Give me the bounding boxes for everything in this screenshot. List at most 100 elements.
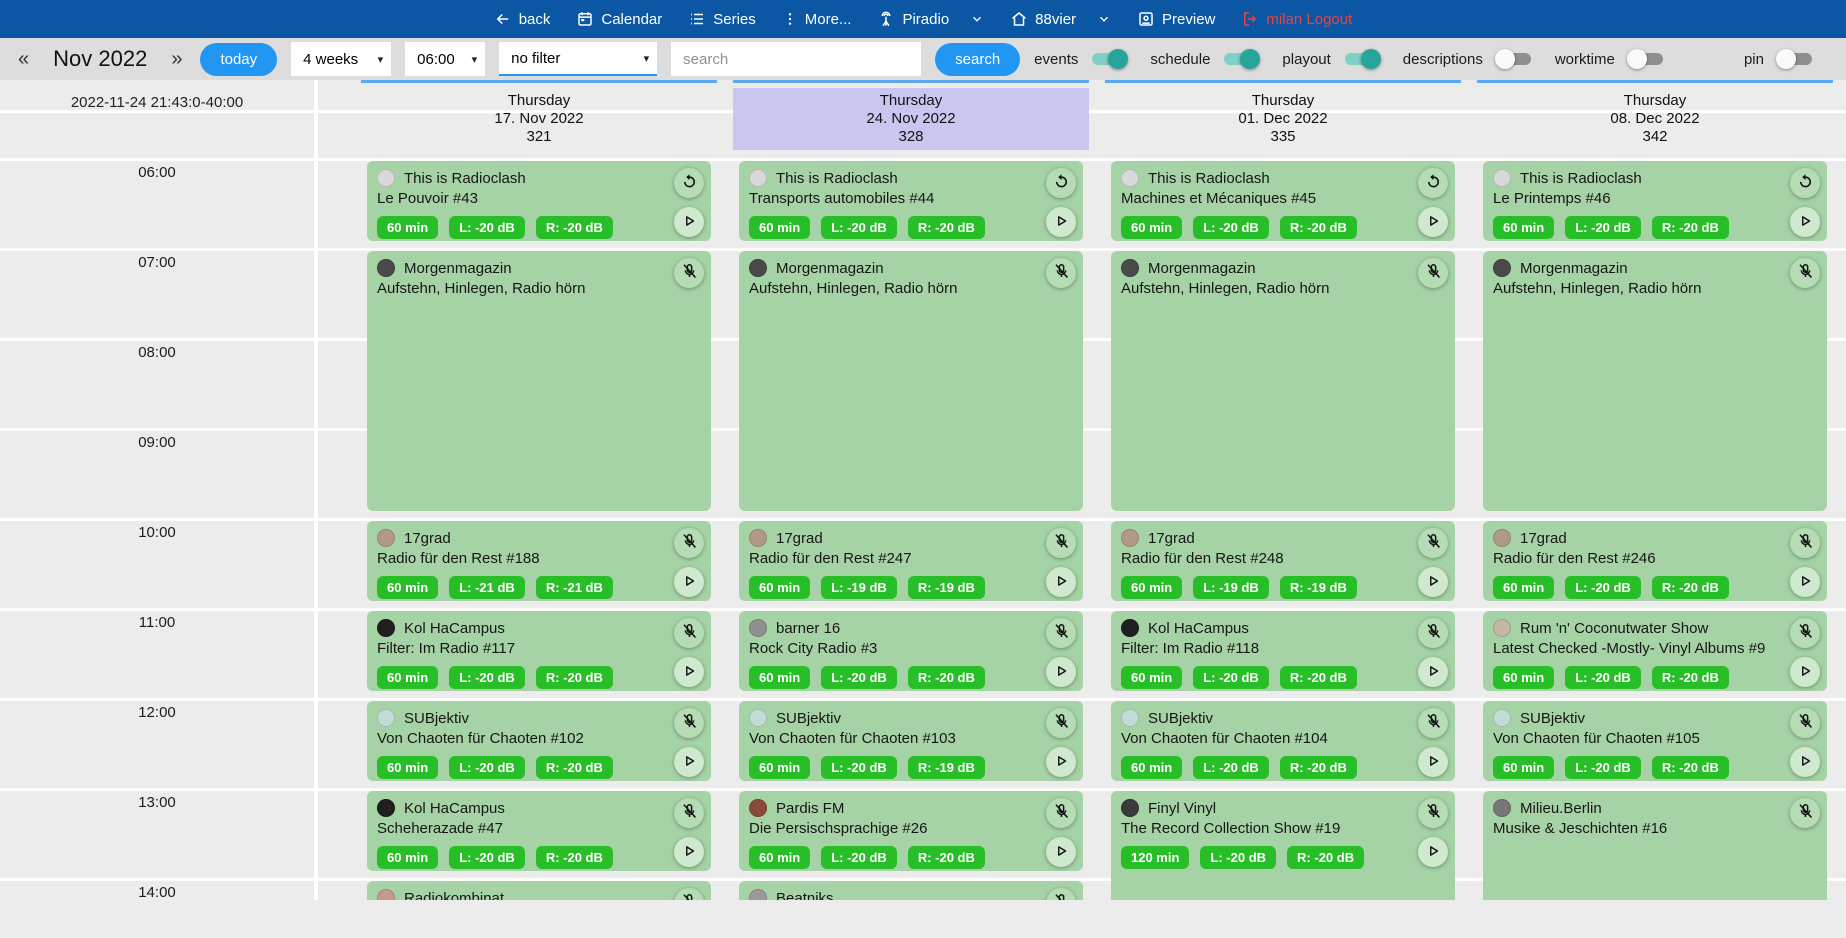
mic-off-button[interactable] — [1418, 798, 1448, 828]
range-select[interactable]: 4 weeks — [291, 42, 392, 76]
event-card[interactable]: Kol HaCampus Filter: Im Radio #118 60 min L… — [1111, 611, 1455, 691]
mic-off-button[interactable] — [1046, 618, 1076, 648]
mic-off-button[interactable] — [674, 708, 704, 738]
event-card[interactable]: SUBjektiv Von Chaoten für Chaoten #105 60 … — [1483, 701, 1827, 781]
mic-off-button[interactable] — [1418, 708, 1448, 738]
play-button[interactable] — [674, 567, 704, 597]
mic-off-button[interactable] — [1046, 798, 1076, 828]
mic-off-button[interactable] — [1790, 618, 1820, 648]
back-button[interactable]: back — [494, 10, 550, 28]
logout-button[interactable]: milan Logout — [1241, 10, 1352, 28]
play-button[interactable] — [1790, 567, 1820, 597]
event-card[interactable]: 17grad Radio für den Rest #248 60 min L: -1… — [1111, 521, 1455, 601]
event-card[interactable]: Radiokombinat — [367, 881, 711, 900]
play-button[interactable] — [1418, 657, 1448, 687]
nav-more[interactable]: More... — [782, 10, 851, 28]
event-card[interactable]: This is Radioclash Le Pouvoir #43 60 min L:… — [367, 161, 711, 241]
replay-button[interactable] — [1046, 168, 1076, 198]
day-header[interactable]: Thursday 01. Dec 2022 335 — [1105, 88, 1461, 150]
nav-series[interactable]: Series — [688, 10, 756, 28]
mic-off-button[interactable] — [1418, 618, 1448, 648]
mic-off-button[interactable] — [1790, 258, 1820, 288]
station-menu-piradio[interactable]: Piradio — [877, 10, 984, 28]
play-button[interactable] — [674, 747, 704, 777]
search-button[interactable]: search — [935, 42, 1021, 76]
event-card[interactable]: Morgenmagazin Aufstehn, Hinlegen, Radio h… — [1483, 251, 1827, 511]
play-button[interactable] — [1418, 747, 1448, 777]
replay-button[interactable] — [1790, 168, 1820, 198]
mic-off-button[interactable] — [674, 888, 704, 900]
event-card[interactable]: SUBjektiv Von Chaoten für Chaoten #104 60 … — [1111, 701, 1455, 781]
play-button[interactable] — [1790, 657, 1820, 687]
mic-off-button[interactable] — [1418, 258, 1448, 288]
mic-off-button[interactable] — [1046, 708, 1076, 738]
preview-button[interactable]: Preview — [1137, 10, 1215, 28]
next-month-button[interactable]: » — [171, 47, 183, 70]
play-button[interactable] — [1046, 657, 1076, 687]
worktime-toggle[interactable] — [1626, 48, 1665, 70]
play-button[interactable] — [1790, 747, 1820, 777]
event-card[interactable]: Morgenmagazin Aufstehn, Hinlegen, Radio h… — [1111, 251, 1455, 511]
filter-select[interactable]: no filter — [499, 41, 658, 75]
play-button[interactable] — [1418, 207, 1448, 237]
playout-toggle[interactable] — [1343, 48, 1381, 70]
event-card[interactable]: Rum 'n' Coconutwater Show Latest Checked … — [1483, 611, 1827, 691]
chevron-down-icon[interactable] — [1097, 12, 1111, 26]
event-card[interactable]: 17grad Radio für den Rest #247 60 min L: -1… — [739, 521, 1083, 601]
event-card[interactable]: This is Radioclash Machines et Mécaniques… — [1111, 161, 1455, 241]
mic-off-button[interactable] — [674, 258, 704, 288]
replay-button[interactable] — [1418, 168, 1448, 198]
event-card[interactable]: Morgenmagazin Aufstehn, Hinlegen, Radio h… — [367, 251, 711, 511]
mic-off-button[interactable] — [1790, 708, 1820, 738]
events-toggle[interactable] — [1090, 48, 1129, 70]
play-button[interactable] — [1046, 747, 1076, 777]
play-button[interactable] — [1046, 207, 1076, 237]
event-card[interactable]: SUBjektiv Von Chaoten für Chaoten #103 60 … — [739, 701, 1083, 781]
play-button[interactable] — [1046, 837, 1076, 867]
pin-toggle[interactable] — [1776, 48, 1814, 70]
event-card[interactable]: Morgenmagazin Aufstehn, Hinlegen, Radio h… — [739, 251, 1083, 511]
play-button[interactable] — [1418, 567, 1448, 597]
event-card[interactable]: Kol HaCampus Filter: Im Radio #117 60 min L… — [367, 611, 711, 691]
today-button[interactable]: today — [200, 42, 278, 76]
event-card[interactable]: Finyl Vinyl The Record Collection Show #1… — [1111, 791, 1455, 900]
mic-off-button[interactable] — [674, 798, 704, 828]
mic-off-button[interactable] — [1046, 258, 1076, 288]
mic-off-button[interactable] — [1046, 528, 1076, 558]
mic-off-button[interactable] — [1046, 888, 1076, 900]
day-header[interactable]: Thursday 08. Dec 2022 342 — [1477, 88, 1833, 150]
event-card[interactable]: Beatniks — [739, 881, 1083, 900]
mic-off-button[interactable] — [674, 618, 704, 648]
play-button[interactable] — [674, 207, 704, 237]
schedule-toggle[interactable] — [1222, 48, 1261, 70]
station-menu-88vier[interactable]: 88vier — [1010, 10, 1111, 28]
event-card[interactable]: 17grad Radio für den Rest #188 60 min L: -2… — [367, 521, 711, 601]
event-card[interactable]: This is Radioclash Transports automobiles… — [739, 161, 1083, 241]
chevron-down-icon[interactable] — [970, 12, 984, 26]
search-input[interactable] — [671, 42, 922, 76]
event-card[interactable]: 17grad Radio für den Rest #246 60 min L: -2… — [1483, 521, 1827, 601]
play-button[interactable] — [674, 657, 704, 687]
play-button[interactable] — [1418, 837, 1448, 867]
mic-off-button[interactable] — [674, 528, 704, 558]
event-card[interactable]: Kol HaCampus Scheherazade #47 60 min L: -20… — [367, 791, 711, 871]
mic-off-button[interactable] — [1418, 528, 1448, 558]
descriptions-toggle[interactable] — [1494, 48, 1533, 70]
play-button[interactable] — [1790, 207, 1820, 237]
event-card[interactable]: SUBjektiv Von Chaoten für Chaoten #102 60 … — [367, 701, 711, 781]
mic-off-button[interactable] — [1790, 528, 1820, 558]
day-header[interactable]: Thursday 17. Nov 2022 321 — [361, 88, 717, 150]
event-card[interactable]: barner 16 Rock City Radio #3 60 min L: -20 … — [739, 611, 1083, 691]
prev-month-button[interactable]: « — [18, 47, 30, 70]
event-card[interactable]: This is Radioclash Le Printemps #46 60 min… — [1483, 161, 1827, 241]
event-title-row: Finyl Vinyl — [1121, 799, 1445, 817]
event-card[interactable]: Milieu.Berlin Musike & Jeschichten #16 — [1483, 791, 1827, 900]
play-button[interactable] — [1046, 567, 1076, 597]
day-header[interactable]: Thursday 24. Nov 2022 328 — [733, 88, 1089, 150]
nav-calendar[interactable]: Calendar — [576, 10, 662, 28]
play-button[interactable] — [674, 837, 704, 867]
event-card[interactable]: Pardis FM Die Persischsprachige #26 60 min… — [739, 791, 1083, 871]
start-time-select[interactable]: 06:00 — [405, 42, 486, 76]
mic-off-button[interactable] — [1790, 798, 1820, 828]
replay-button[interactable] — [674, 168, 704, 198]
